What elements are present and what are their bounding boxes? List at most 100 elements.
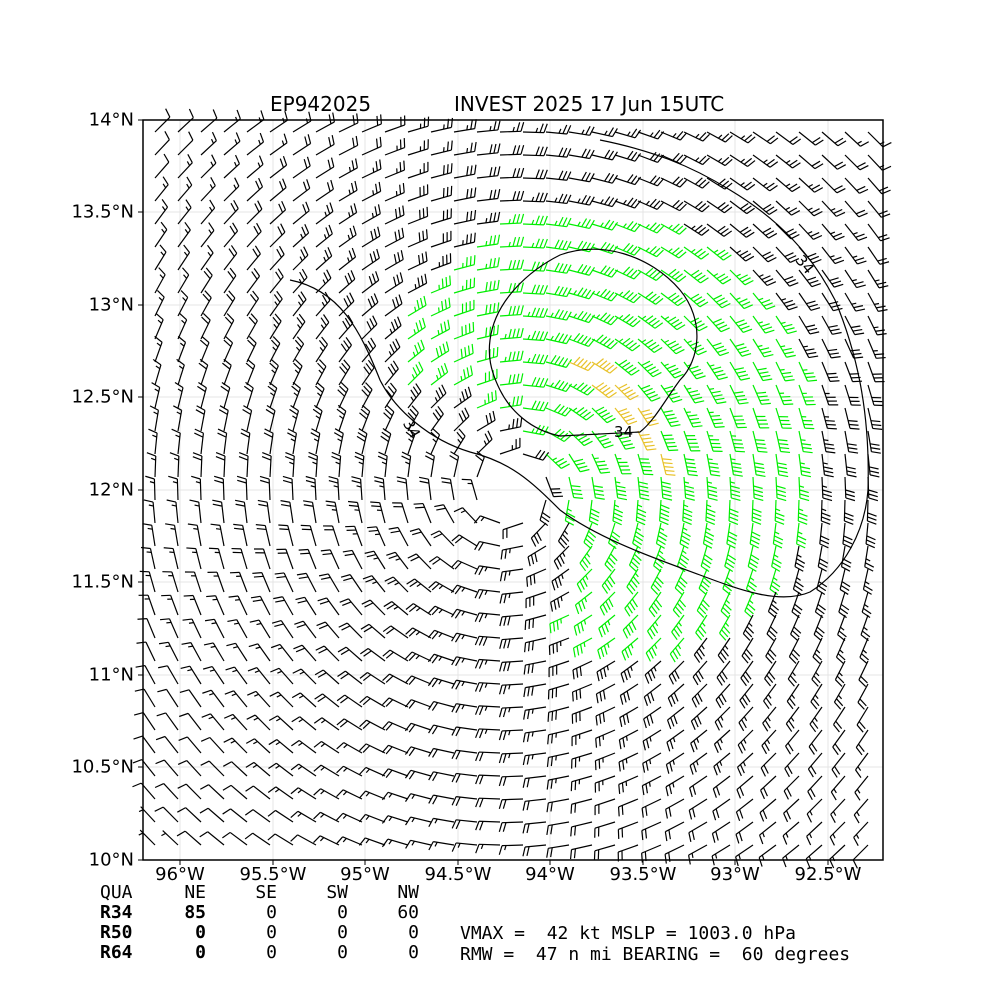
wind-barb: [643, 683, 662, 706]
wind-barb: [545, 379, 573, 393]
wind-barb: [867, 269, 889, 289]
wind-barb: [220, 381, 231, 409]
wind-barb: [522, 123, 548, 134]
wind-barb: [624, 591, 639, 617]
wind-barb: [646, 614, 662, 640]
wind-barb: [159, 618, 179, 639]
wind-barb: [775, 246, 800, 263]
wind-barb: [706, 131, 733, 143]
wind-barb: [336, 742, 363, 754]
wind-barb: [614, 128, 642, 139]
wind-barb: [819, 522, 830, 549]
wind-barb: [667, 683, 685, 707]
wind-barb: [177, 759, 202, 777]
wind-barb: [158, 641, 179, 662]
wind-barb: [833, 683, 846, 710]
wind-barb: [806, 798, 823, 823]
wind-barb: [637, 384, 661, 402]
wind-barb: [270, 667, 294, 685]
wind-barb: [574, 591, 593, 615]
wind-barb: [373, 476, 386, 501]
wind-barb: [614, 290, 641, 304]
wind-barb: [267, 809, 294, 823]
wind-barb: [621, 637, 639, 661]
wind-barb: [440, 477, 455, 501]
wind-barb: [451, 749, 478, 760]
wind-barb: [474, 658, 501, 669]
wind-barb: [571, 683, 593, 702]
wind-barb: [361, 159, 382, 179]
wind-barb: [217, 428, 228, 455]
wind-barb: [315, 269, 332, 294]
wind-barb: [200, 736, 225, 754]
wind-barb: [382, 625, 409, 639]
wind-barb: [204, 618, 225, 639]
wind-barb: [591, 127, 618, 138]
wind-barb: [549, 614, 570, 634]
wind-barb: [359, 695, 386, 708]
wind-barb: [451, 679, 478, 690]
wind-barb: [313, 835, 340, 846]
wind-barb: [246, 290, 260, 317]
wind-barb: [498, 775, 524, 787]
wind-barb: [223, 335, 234, 363]
wind-barb: [775, 154, 801, 169]
wind-barb: [154, 244, 167, 271]
wind-barb: [384, 205, 405, 225]
wind-barb: [729, 200, 755, 215]
wind-barb: [259, 475, 271, 501]
wind-barb: [257, 499, 271, 524]
wind-barb: [180, 665, 202, 685]
wind-barb: [290, 834, 317, 846]
r64-nw: 0: [408, 942, 419, 963]
wind-barb: [679, 522, 691, 549]
r50-sw: 0: [337, 922, 348, 943]
wind-barb: [766, 614, 778, 641]
wind-barb: [407, 116, 430, 133]
wind-barb: [267, 786, 294, 800]
wind-barb: [591, 265, 619, 278]
wind-barb: [821, 453, 834, 478]
wind-barb: [361, 271, 380, 294]
wind-barb: [498, 729, 524, 741]
wind-barb: [384, 360, 399, 386]
wind-barb: [173, 405, 183, 432]
wind-barb: [591, 334, 618, 350]
r34-nw: 60: [397, 902, 419, 923]
wind-barb: [830, 798, 846, 824]
wind-barb: [844, 315, 865, 336]
wind-barb: [522, 377, 549, 388]
wind-barb: [591, 149, 618, 161]
wind-barb: [821, 407, 837, 430]
wind-barb: [689, 752, 708, 775]
wind-barb: [405, 839, 432, 849]
wind-barb: [833, 706, 846, 733]
wind-barb: [522, 752, 547, 766]
wind-barb: [203, 642, 225, 662]
wind-barb: [775, 361, 795, 382]
wind-barb: [752, 384, 771, 405]
wind-barb: [844, 154, 869, 171]
wind-barb: [269, 313, 282, 340]
wind-barb: [648, 591, 663, 618]
wind-barb: [641, 798, 662, 818]
wind-barb: [618, 729, 639, 750]
wind-barb: [783, 798, 800, 823]
wind-barb: [821, 430, 836, 454]
wind-barb-field: [132, 108, 892, 869]
wind-barb: [428, 581, 455, 593]
wind-barb: [475, 843, 501, 854]
wind-barb: [133, 711, 156, 731]
wind-barb: [134, 688, 156, 708]
wind-barb: [811, 660, 823, 687]
wind-barb: [453, 407, 470, 432]
wind-barb: [202, 689, 225, 708]
wind-barb: [291, 739, 317, 754]
wind-barb: [798, 476, 810, 502]
wind-barb: [177, 221, 191, 248]
wind-barb: [146, 452, 157, 478]
wind-barb: [622, 614, 639, 639]
wind-barb: [729, 453, 743, 477]
wind-barb: [138, 829, 156, 846]
